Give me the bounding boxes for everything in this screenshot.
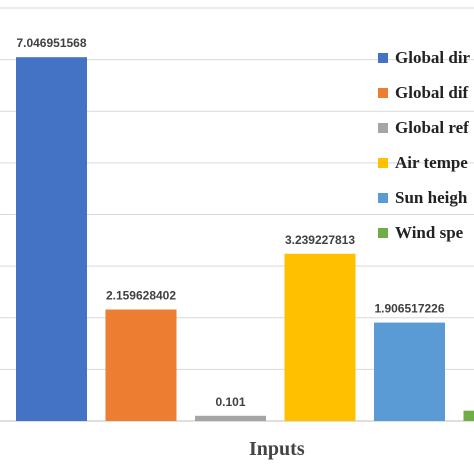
- legend-label: Sun heigh: [395, 187, 468, 207]
- legend-label: Wind spe: [395, 222, 464, 242]
- legend-swatch: [378, 122, 388, 133]
- data-label: 0.101: [215, 395, 245, 409]
- legend-swatch: [378, 192, 388, 203]
- legend-item: Sun heigh: [378, 180, 474, 215]
- bar: [105, 309, 177, 421]
- data-label: 2.159628402: [106, 289, 176, 303]
- legend-label: Global ref: [395, 117, 469, 137]
- bar: [195, 415, 266, 421]
- legend-swatch: [378, 227, 388, 238]
- data-label: 3.239227813: [285, 233, 355, 247]
- data-label: 7.046951568: [16, 36, 86, 50]
- legend-label: Global dir: [395, 47, 471, 67]
- bar: [374, 322, 445, 421]
- legend-item: Global ref: [378, 110, 474, 145]
- legend: Global dir Global dif Global ref Air tem…: [378, 40, 474, 250]
- bar: [16, 57, 87, 422]
- data-label: 1.906517226: [374, 302, 444, 316]
- data-labels: 7.046951568 2.159628402 0.101 3.239227813 1.…: [16, 36, 444, 409]
- legend-swatch: [378, 157, 388, 168]
- legend-item: Wind spe: [378, 215, 474, 250]
- legend-label: Global dif: [395, 82, 469, 102]
- legend-swatch: [378, 87, 388, 98]
- legend-item: Global dif: [378, 75, 474, 110]
- bar: [463, 410, 474, 421]
- bars: [16, 57, 474, 422]
- legend-swatch: [378, 52, 388, 63]
- x-axis-label: Inputs: [249, 438, 305, 460]
- legend-label: Air tempe: [395, 152, 468, 172]
- bar: [284, 253, 356, 421]
- legend-item: Air tempe: [378, 145, 474, 180]
- legend-item: Global dir: [378, 40, 474, 75]
